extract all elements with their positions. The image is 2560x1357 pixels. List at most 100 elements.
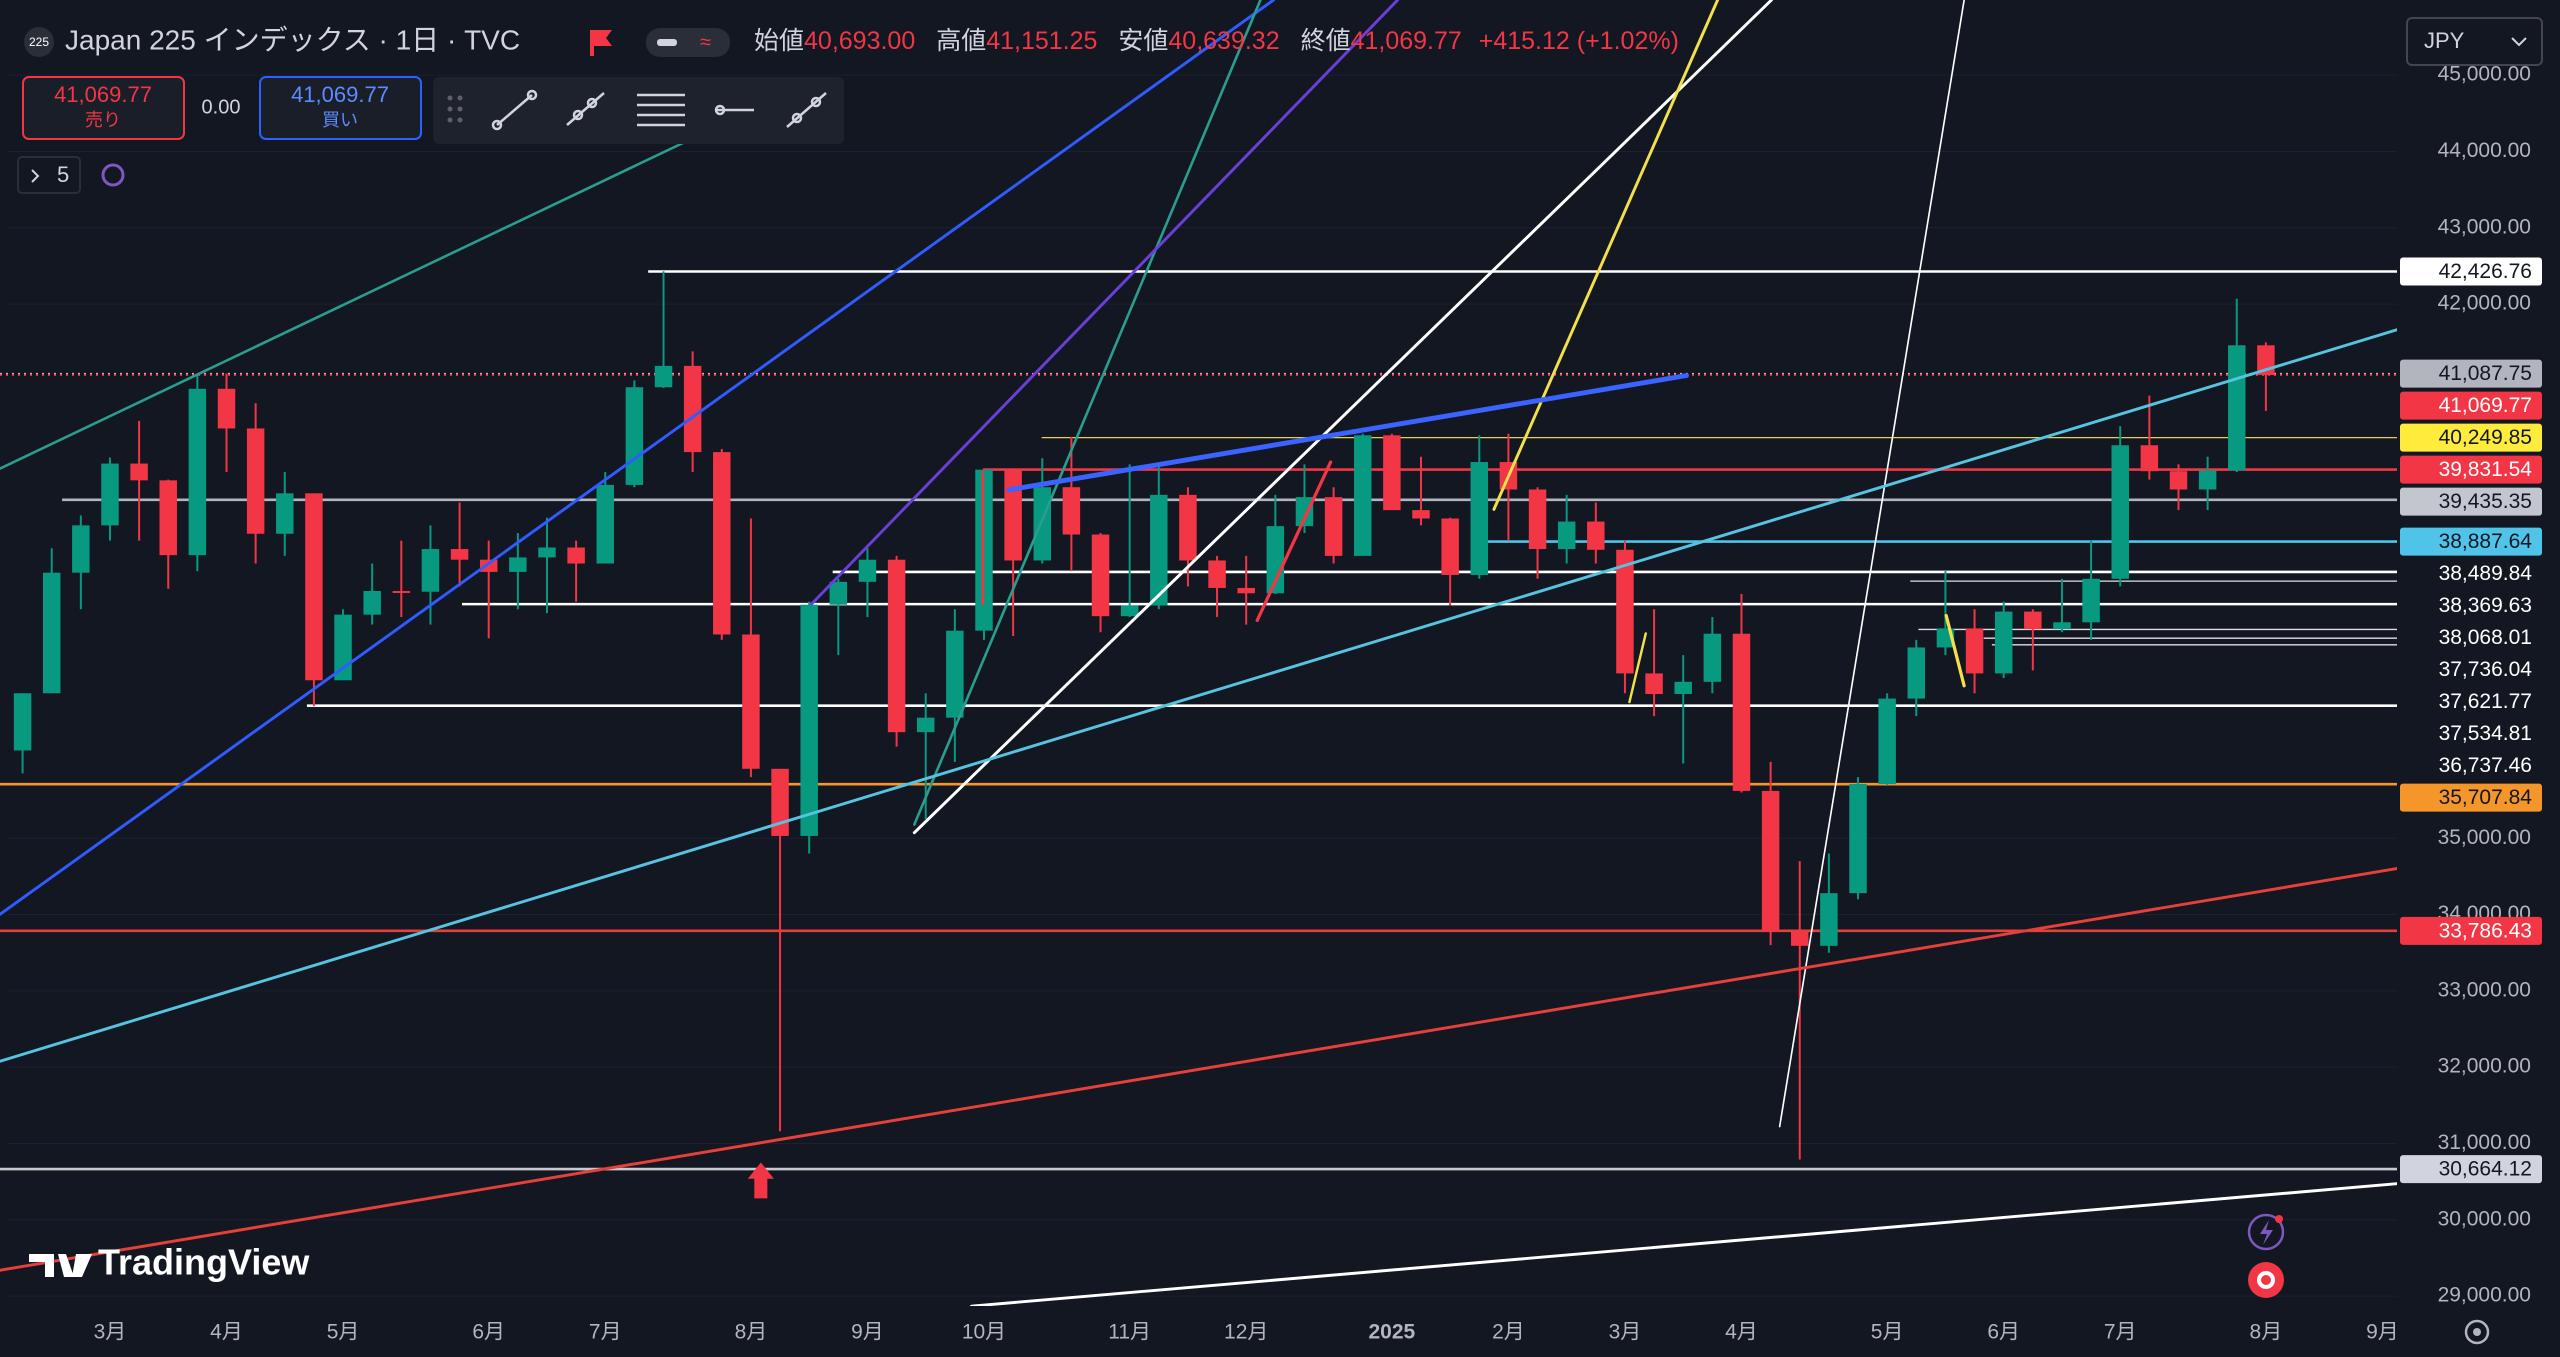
price-label-bg [2400,719,2542,748]
candle-body [2024,611,2042,630]
candle-body [1295,497,1314,527]
horizontal-ray-tool[interactable] [714,104,754,116]
price-label: 38,887.64 [2439,530,2533,553]
y-tick-label: 43,000.00 [2438,215,2531,238]
candle-body [72,525,90,573]
candle-body [1820,893,1838,946]
price-label-bg [2400,559,2542,588]
candle-body [305,493,323,681]
buy-label: 買い [322,110,358,130]
price-label-bg [2400,423,2542,452]
y-tick-label: 35,000.00 [2438,826,2531,849]
fib-tool[interactable] [637,93,685,127]
badge [2275,1215,2283,1223]
candle-body [1062,487,1081,535]
candle-body [713,452,731,635]
trend-line [0,0,1275,916]
toolbar-bg [433,77,844,144]
price-label-bg [2400,783,2542,812]
price-label-bg [2400,527,2542,556]
candle-body [450,549,469,560]
trend-line [913,0,1262,826]
price-label-bg [2400,257,2542,286]
candle-body [1878,698,1896,785]
trend-line [1006,373,1690,493]
candle-body [887,559,906,733]
currency: JPY [2424,28,2465,53]
x-tick-label: 4月 [1725,1321,1758,1344]
candle-body [392,590,411,593]
price-label-bg [2400,751,2542,780]
x-tick-label: 2月 [1492,1321,1525,1344]
indicator-toggle[interactable] [17,156,81,194]
trend-line [912,0,1773,835]
sync-icon[interactable] [101,163,125,187]
y-tick-label: 32,000.00 [2438,1055,2531,1078]
sell-label: 売り [85,110,121,130]
x-tick-label: 5月 [327,1321,360,1344]
buy-button[interactable] [259,76,422,140]
candle-body [2053,622,2071,630]
price-label: 41,069.77 [2439,394,2532,417]
flag-icon[interactable] [590,30,612,56]
trend-line [809,0,1400,606]
candle-body [538,547,556,558]
candle-body [509,557,527,572]
symbol-icon[interactable] [24,27,54,57]
sell-button[interactable] [22,76,185,140]
chevron [2511,37,2527,47]
extended-line-tool[interactable] [786,92,827,128]
x-tick-label: 8月 [2250,1321,2283,1344]
symbol-icon-text: 225 [29,35,49,49]
price-label: 33,786.43 [2439,919,2532,942]
candle-body [1791,931,1809,946]
trend-line [1255,460,1333,623]
x-tick-label: 8月 [735,1321,768,1344]
trend-line-tool[interactable] [491,89,538,131]
toggle-pill[interactable] [646,28,730,57]
candle-body [1441,518,1459,575]
symbol-title[interactable]: Japan 225 インデックス · 1日 · TVC [65,24,520,55]
price-label: 38,068.01 [2439,626,2532,649]
y-tick-label: 29,000.00 [2438,1284,2531,1307]
candle-body [1150,494,1168,606]
candle-body [1587,521,1605,550]
trend-lines [0,0,2397,1306]
y-tick-label: 44,000.00 [2438,139,2531,162]
ohlc-label: 始値 [754,27,804,55]
ohlc-value: 41,069.77 [1351,27,1462,55]
ray-tool[interactable] [566,92,605,126]
grid [8,74,2397,1297]
candle-body [159,480,177,556]
candle-body [421,549,440,592]
trend-line [0,328,2397,1063]
candle-body [1266,526,1285,594]
trend-line [1944,613,1966,688]
x-tick-label: 3月 [94,1321,127,1344]
price-label: 30,664.12 [2439,1158,2532,1181]
x-tick-label: 7月 [2104,1321,2137,1344]
price-label: 39,435.35 [2439,490,2532,513]
candle-body [246,428,265,534]
x-tick-label: 3月 [1609,1321,1642,1344]
price-label: 35,707.84 [2439,786,2533,809]
candle-body [567,547,585,564]
candle-body [1674,681,1692,695]
trend-line [1628,632,1647,704]
price-label-bg [2400,916,2542,945]
candle-body [2198,470,2217,490]
trend-line [0,132,704,470]
candle-body [1208,560,1226,588]
chevron [31,169,40,183]
ohlc-label: 終値 [1301,27,1351,55]
x-tick-label: 2025 [1369,1321,1416,1344]
price-label: 42,426.76 [2439,260,2532,283]
candle-body [1616,549,1634,674]
ohlc-value: 41,151.25 [986,27,1097,55]
currency-select[interactable] [2406,17,2543,66]
price-label-bg [2400,455,2542,484]
logo-mark [29,1254,92,1277]
x-tick-label: 5月 [1871,1321,1904,1344]
settings-icon[interactable] [2464,1319,2490,1345]
candle-body [916,717,935,733]
